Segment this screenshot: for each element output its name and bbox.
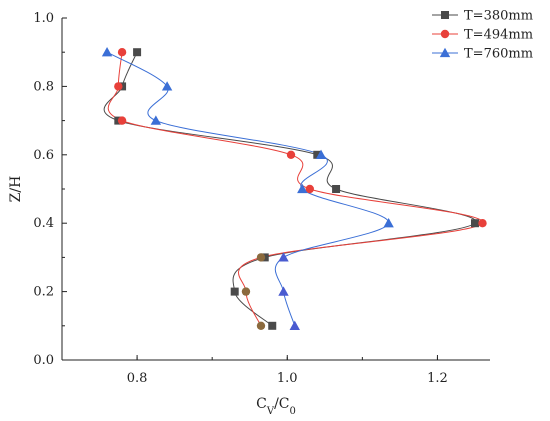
x-axis-title: CV/C0 bbox=[256, 396, 296, 417]
series-markers bbox=[101, 47, 487, 330]
data-point-triangle bbox=[278, 286, 289, 296]
data-point-triangle bbox=[297, 183, 308, 194]
data-point-triangle bbox=[289, 320, 300, 330]
x-tick-label: 1.0 bbox=[277, 371, 298, 386]
axes bbox=[61, 18, 490, 361]
y-tick-label: 0.6 bbox=[33, 148, 54, 163]
data-point-square bbox=[332, 185, 341, 193]
data-point-circle bbox=[478, 219, 487, 228]
y-tick-label: 1.0 bbox=[33, 11, 54, 26]
data-point-triangle bbox=[315, 149, 327, 159]
legend: T=380mm T=494mm T=760mm bbox=[432, 9, 533, 62]
data-point-circle bbox=[256, 321, 266, 330]
data-point-circle bbox=[117, 116, 127, 125]
series-line bbox=[107, 52, 484, 327]
y-tick-label: 0.0 bbox=[33, 353, 54, 368]
legend-label: T=380mm bbox=[464, 9, 533, 24]
legend-label: T=760mm bbox=[464, 47, 533, 62]
data-point-triangle bbox=[383, 218, 394, 228]
data-point-triangle bbox=[150, 115, 162, 125]
data-point-circle bbox=[440, 29, 450, 39]
data-point-circle bbox=[286, 150, 296, 159]
y-axis-title: Z/H bbox=[8, 176, 24, 203]
data-point-square bbox=[470, 219, 479, 228]
data-point-triangle bbox=[101, 47, 113, 57]
data-point-circle bbox=[305, 184, 314, 194]
data-point-square bbox=[230, 287, 239, 296]
data-point-square bbox=[268, 321, 277, 330]
x-tick-label: 1.2 bbox=[427, 371, 448, 386]
legend-label: T=494mm bbox=[464, 28, 533, 43]
data-point-triangle bbox=[278, 252, 289, 262]
series-line bbox=[103, 51, 477, 327]
data-point-square bbox=[133, 48, 142, 57]
data-point-square bbox=[441, 11, 449, 19]
data-point-circle bbox=[256, 253, 266, 262]
x-tick-label: 0.8 bbox=[127, 371, 148, 386]
data-point-triangle bbox=[161, 81, 173, 91]
data-point-circle bbox=[114, 82, 123, 91]
y-tick-label: 0.2 bbox=[33, 285, 54, 300]
data-point-circle bbox=[241, 287, 251, 296]
y-tick-label: 0.8 bbox=[33, 79, 54, 94]
data-point-square bbox=[313, 150, 322, 159]
data-point-circle bbox=[117, 48, 127, 57]
series-line bbox=[106, 51, 390, 326]
data-point-triangle bbox=[439, 47, 451, 58]
series-lines bbox=[103, 51, 484, 327]
y-tick-label: 0.4 bbox=[33, 216, 54, 231]
ticks: 0.8 1.0 1.2 0.0 0.2 0.4 0.6 0.8 1.0 bbox=[33, 11, 447, 386]
